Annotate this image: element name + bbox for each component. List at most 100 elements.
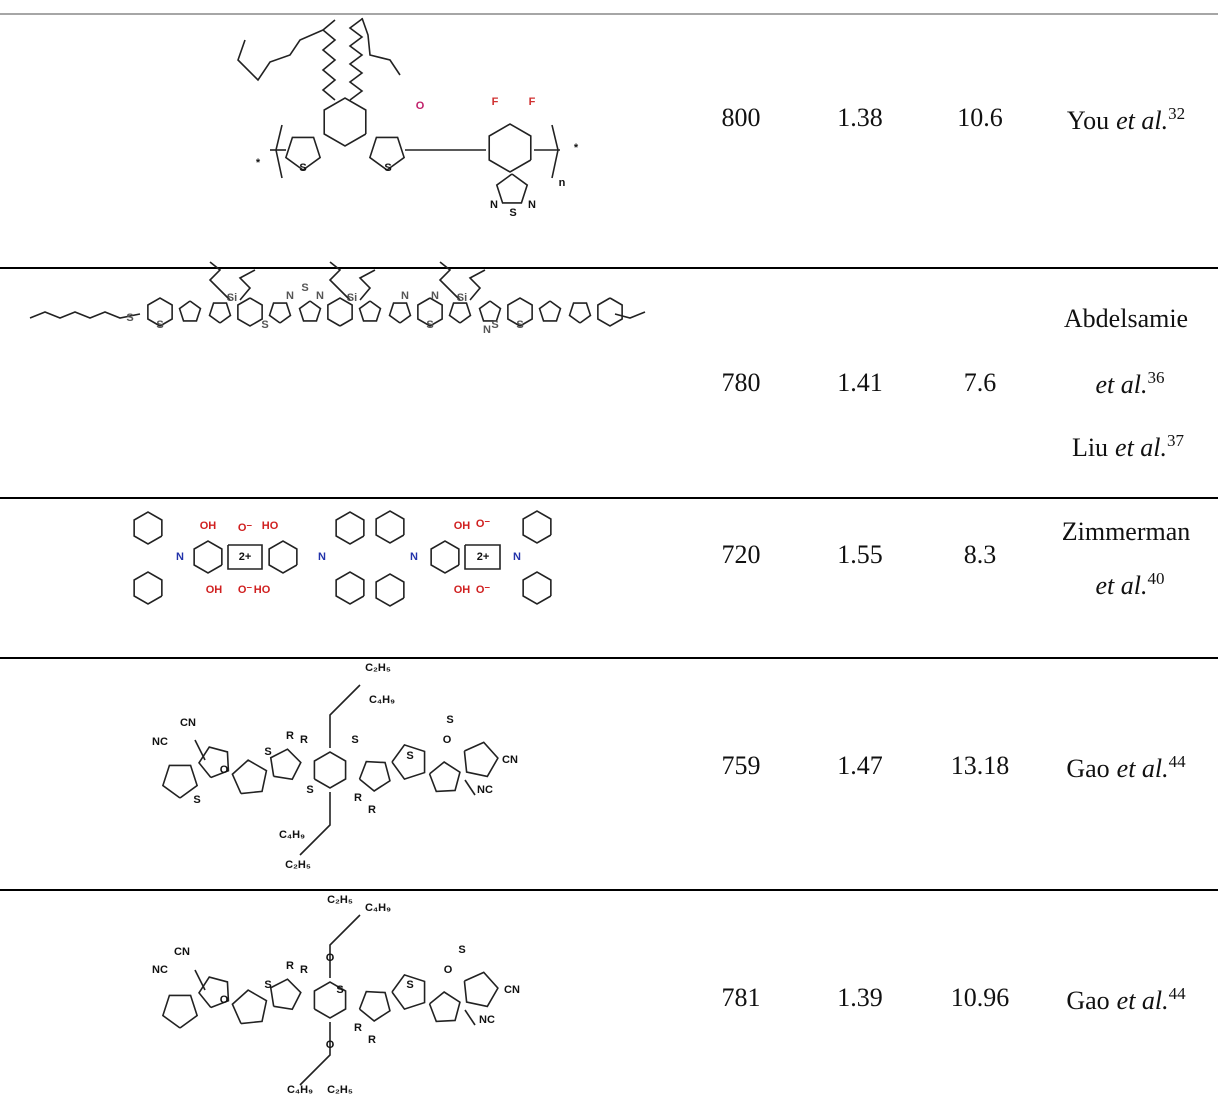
atom-label: CN — [502, 754, 518, 766]
bond — [497, 174, 527, 203]
atom-label: Si — [347, 292, 357, 304]
bond — [598, 298, 622, 326]
bond — [465, 1010, 475, 1025]
bond — [376, 511, 404, 543]
atom-label: S — [299, 162, 306, 174]
bond — [615, 312, 645, 318]
atom-label: S — [426, 319, 433, 331]
cell-value: 1.41 — [837, 368, 883, 397]
atom-label: S — [509, 207, 516, 219]
atom-label: N — [286, 290, 294, 302]
ref-number: 40 — [1148, 569, 1165, 588]
reference: et al.36 — [1096, 368, 1165, 399]
bond — [194, 541, 222, 573]
atom-label: S — [264, 979, 271, 991]
bond — [195, 970, 205, 990]
bond — [210, 303, 231, 323]
bond — [570, 303, 591, 323]
atom-label: R — [368, 804, 376, 816]
bond — [350, 19, 362, 100]
bond — [480, 301, 501, 321]
cell-value: 1.55 — [837, 540, 883, 569]
ref-author: Gao — [1066, 754, 1109, 783]
atom-label: 2+ — [477, 551, 490, 563]
atom-label: n — [559, 177, 566, 189]
reference: Gaoet al.44 — [1066, 984, 1186, 1015]
atom-label: S — [261, 319, 268, 331]
bond — [134, 572, 162, 604]
atom-label: C₄H₉ — [279, 829, 305, 841]
bond — [360, 762, 390, 791]
atom-label: R — [286, 730, 294, 742]
cell-value: 780 — [722, 368, 761, 397]
atom-label: HO — [254, 584, 271, 596]
atom-label: Si — [227, 292, 237, 304]
atom-label: S — [458, 944, 465, 956]
table: OFFSSNSNn**8001.3810.6Youet al.32SSSiSNS… — [0, 0, 1218, 1100]
ref-author: Zimmerman — [1062, 517, 1191, 546]
atom-label: S — [193, 794, 200, 806]
bond — [324, 98, 366, 146]
bond — [163, 765, 197, 798]
atom-label: S — [406, 750, 413, 762]
bond — [323, 20, 335, 100]
ref-number: 44 — [1169, 984, 1187, 1003]
atom-label: C₂H₅ — [327, 1084, 353, 1096]
atom-label: NC — [152, 964, 168, 976]
atom-label: S — [406, 979, 413, 991]
atom-label: * — [256, 157, 261, 169]
bond — [376, 574, 404, 606]
atom-label: S — [156, 319, 163, 331]
atom-label: O⁻ — [238, 522, 253, 534]
atom-label: N — [318, 551, 326, 563]
bond — [270, 303, 291, 323]
atom-label: N — [316, 290, 324, 302]
cell-value: 13.18 — [951, 751, 1010, 780]
atom-label: OH — [206, 584, 223, 596]
atom-label: O — [326, 952, 335, 964]
bond — [240, 270, 255, 300]
ref-number: 36 — [1148, 368, 1165, 387]
atom-label: N — [528, 199, 536, 211]
bond — [360, 301, 381, 321]
atom-label: R — [300, 734, 308, 746]
atom-label: CN — [174, 946, 190, 958]
bond — [552, 125, 558, 178]
ref-author: Liu — [1072, 433, 1108, 462]
bond — [238, 298, 262, 326]
ref-number: 37 — [1167, 431, 1185, 450]
bond — [300, 301, 321, 321]
cell-value: 1.38 — [837, 103, 883, 132]
reference: et al.40 — [1096, 569, 1165, 600]
bond — [523, 572, 551, 604]
atom-label: S — [351, 734, 358, 746]
cell-value: 1.39 — [837, 983, 883, 1012]
atom-label: S — [264, 746, 271, 758]
atom-label: C₂H₅ — [365, 662, 391, 674]
bond — [134, 512, 162, 544]
bond — [390, 303, 411, 323]
atom-label: C₄H₉ — [365, 902, 391, 914]
atom-label: O⁻ — [476, 584, 491, 596]
atom-label: N — [513, 551, 521, 563]
atom-label: O — [443, 734, 452, 746]
ref-etal: et al. — [1116, 106, 1168, 135]
atom-label: R — [300, 964, 308, 976]
atom-label: F — [529, 96, 536, 108]
atom-label: F — [492, 96, 499, 108]
cell-value: 7.6 — [964, 368, 997, 397]
bond — [336, 512, 364, 544]
atom-label: CN — [180, 717, 196, 729]
bond — [269, 541, 297, 573]
bond — [464, 972, 497, 1006]
atom-label: N — [431, 290, 439, 302]
bond — [540, 301, 561, 321]
atom-label: CN — [504, 984, 520, 996]
bond — [314, 752, 345, 788]
atom-label: C₄H₉ — [287, 1084, 313, 1096]
atom-label: N — [176, 551, 184, 563]
atom-label: N — [401, 290, 409, 302]
bond — [362, 18, 400, 75]
